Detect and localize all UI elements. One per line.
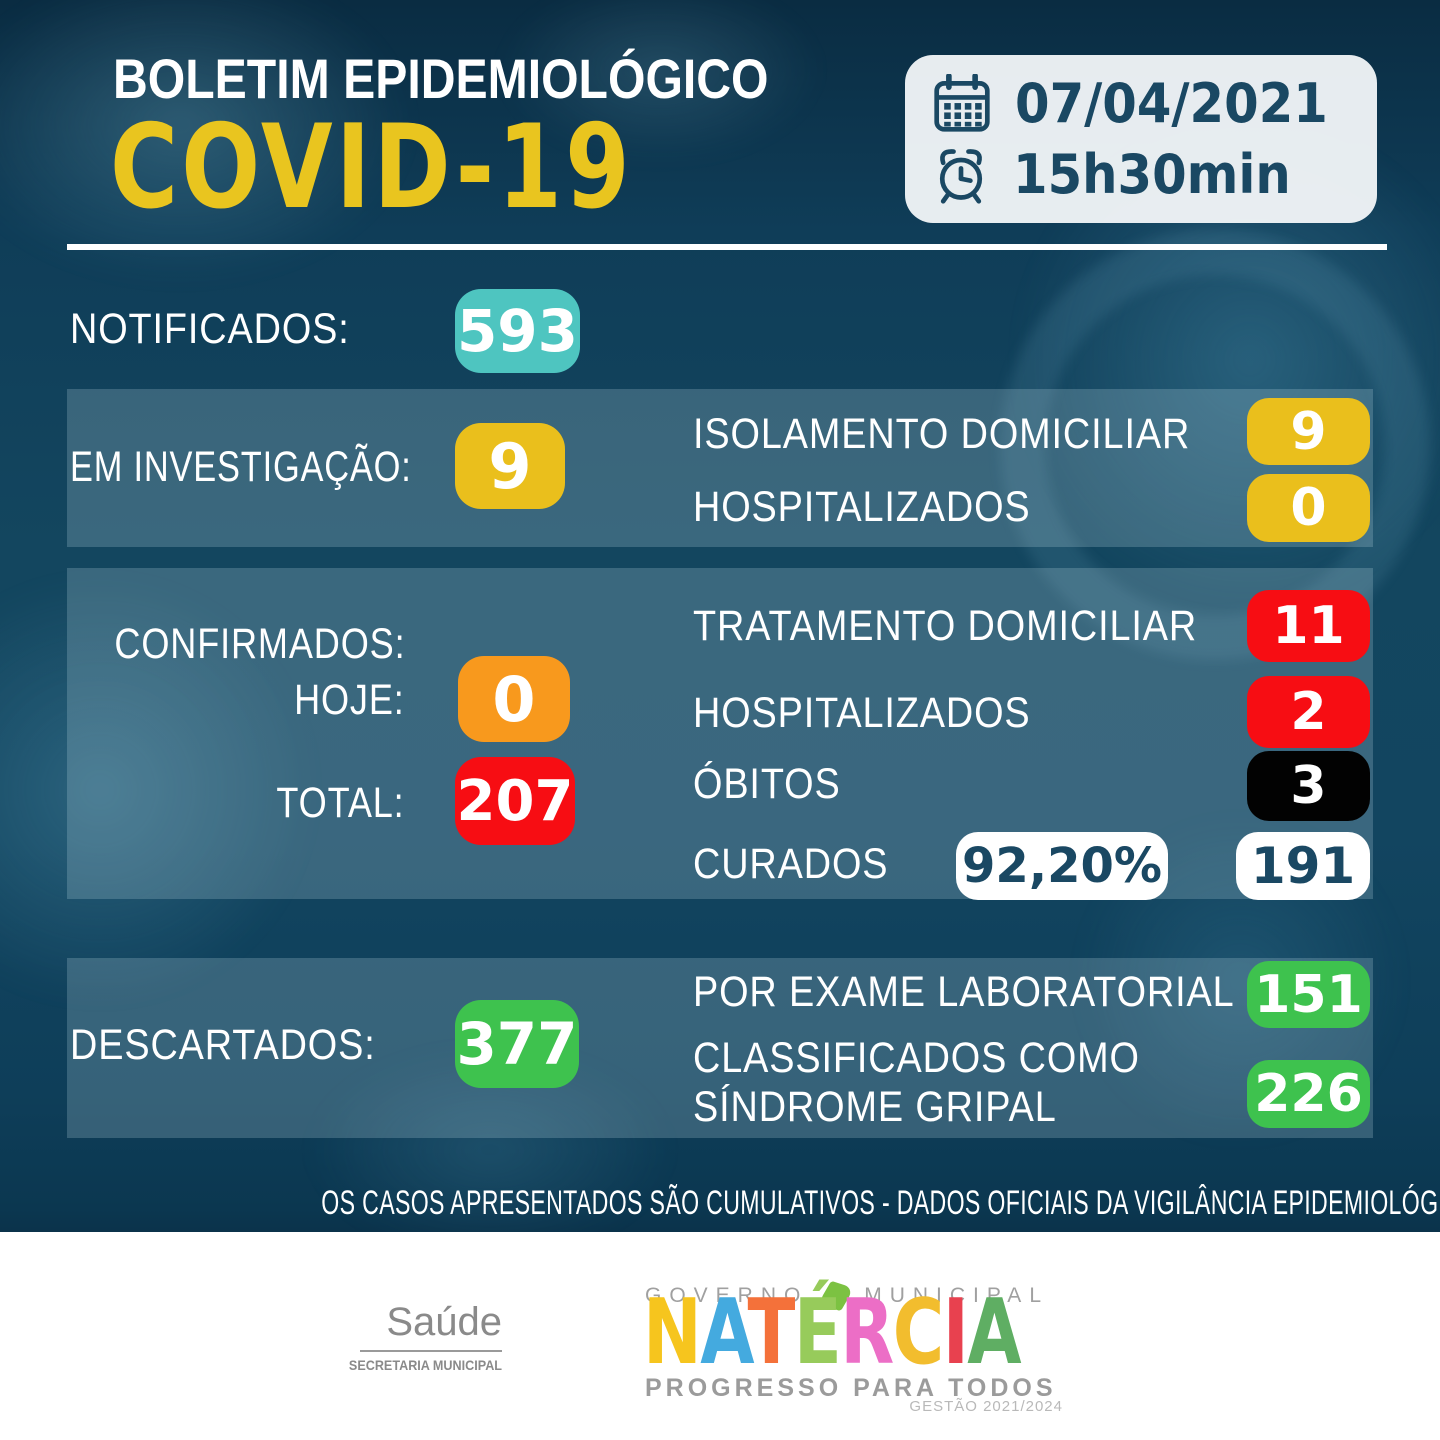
natercia-letter: É [793, 1280, 842, 1385]
section-band-discarded [67, 958, 1373, 1138]
tratamento-domiciliar-badge: 11 [1247, 590, 1370, 662]
disclaimer-row: OS CASOS APRESENTADOS SÃO CUMULATIVOS - … [0, 1184, 1440, 1223]
curados-label: CURADOS [693, 840, 889, 888]
sindrome-gripal-label: SÍNDROME GRIPAL [693, 1083, 1057, 1131]
natercia-letter: I [942, 1280, 969, 1385]
hospitalizados-confirmados-badge: 2 [1247, 676, 1370, 748]
natercia-letter: R [840, 1280, 894, 1385]
curados-badge: 191 [1236, 832, 1370, 900]
classificados-como-label: CLASSIFICADOS COMO [693, 1034, 1140, 1082]
descartados-badge: 377 [455, 1000, 579, 1088]
alarm-clock-icon [939, 148, 983, 204]
bulletin-title: BOLETIM EPIDEMIOLÓGICO [113, 47, 769, 110]
isolamento-domiciliar-badge: 9 [1247, 398, 1370, 465]
isolamento-domiciliar-label: ISOLAMENTO DOMICILIAR [693, 410, 1191, 458]
por-exame-laboratorial-badge: 151 [1247, 961, 1370, 1028]
governo-municipal-row: GOVERNO MUNICIPAL [645, 1280, 1049, 1312]
calendar-icon [934, 73, 990, 132]
em-investigacao-badge: 9 [455, 423, 565, 509]
saude-logo-subtitle: SECRETARIA MUNICIPAL [348, 1357, 502, 1373]
date-row: 07/04/2021 [931, 72, 1351, 135]
obitos-badge: 3 [1247, 751, 1370, 821]
notificados-badge: 593 [455, 289, 580, 373]
confirmados-total-badge: 207 [455, 757, 575, 845]
datetime-card: 07/04/2021 15h30min [905, 55, 1377, 223]
obitos-label: ÓBITOS [693, 760, 841, 808]
covid-title: COVID-19 [110, 100, 633, 235]
natercia-letter: N [643, 1280, 702, 1385]
section-band-investigation [67, 389, 1373, 547]
saude-logo-title: Saúde [386, 1300, 502, 1344]
por-exame-laboratorial-label: POR EXAME LABORATORIAL [693, 968, 1235, 1016]
gestao-text: GESTÃO 2021/2024 [909, 1398, 1063, 1415]
governo-text: GOVERNO [645, 1284, 809, 1307]
tratamento-domiciliar-label: TRATAMENTO DOMICILIAR [693, 602, 1198, 650]
notificados-label: NOTIFICADOS: [70, 305, 350, 353]
natercia-wordmark: NATÉRCIA [643, 1288, 1022, 1378]
saude-logo-divider [360, 1350, 502, 1352]
curados-percent-badge: 92,20% [956, 832, 1168, 900]
natercia-letter: T [747, 1280, 796, 1385]
confirmados-hoje-badge: 0 [458, 656, 570, 742]
em-investigacao-label: EM INVESTIGAÇÃO: [70, 443, 412, 491]
total-label: TOTAL: [276, 779, 405, 827]
slogan-text: PROGRESSO PARA TODOS [645, 1374, 1057, 1402]
sindrome-gripal-badge: 226 [1247, 1060, 1370, 1128]
disclaimer-text: OS CASOS APRESENTADOS SÃO CUMULATIVOS - … [321, 1184, 1440, 1222]
time-row: 15h30min [931, 143, 1351, 206]
natercia-letter: A [967, 1280, 1021, 1385]
natercia-letter: C [892, 1280, 945, 1385]
footer [0, 1232, 1440, 1440]
hoje-label: HOJE: [294, 676, 405, 724]
time-text: 15h30min [1013, 143, 1291, 206]
title-underline [67, 244, 1387, 250]
date-text: 07/04/2021 [1015, 72, 1328, 135]
hospitalizados-investigacao-badge: 0 [1247, 474, 1370, 542]
municipal-text: MUNICIPAL [864, 1284, 1049, 1307]
hospitalizados-investigacao-label: HOSPITALIZADOS [693, 483, 1031, 531]
hospitalizados-confirmados-label: HOSPITALIZADOS [693, 689, 1031, 737]
confirmados-label: CONFIRMADOS: [113, 620, 405, 668]
descartados-label: DESCARTADOS: [70, 1021, 376, 1069]
natercia-letter: A [700, 1280, 749, 1385]
